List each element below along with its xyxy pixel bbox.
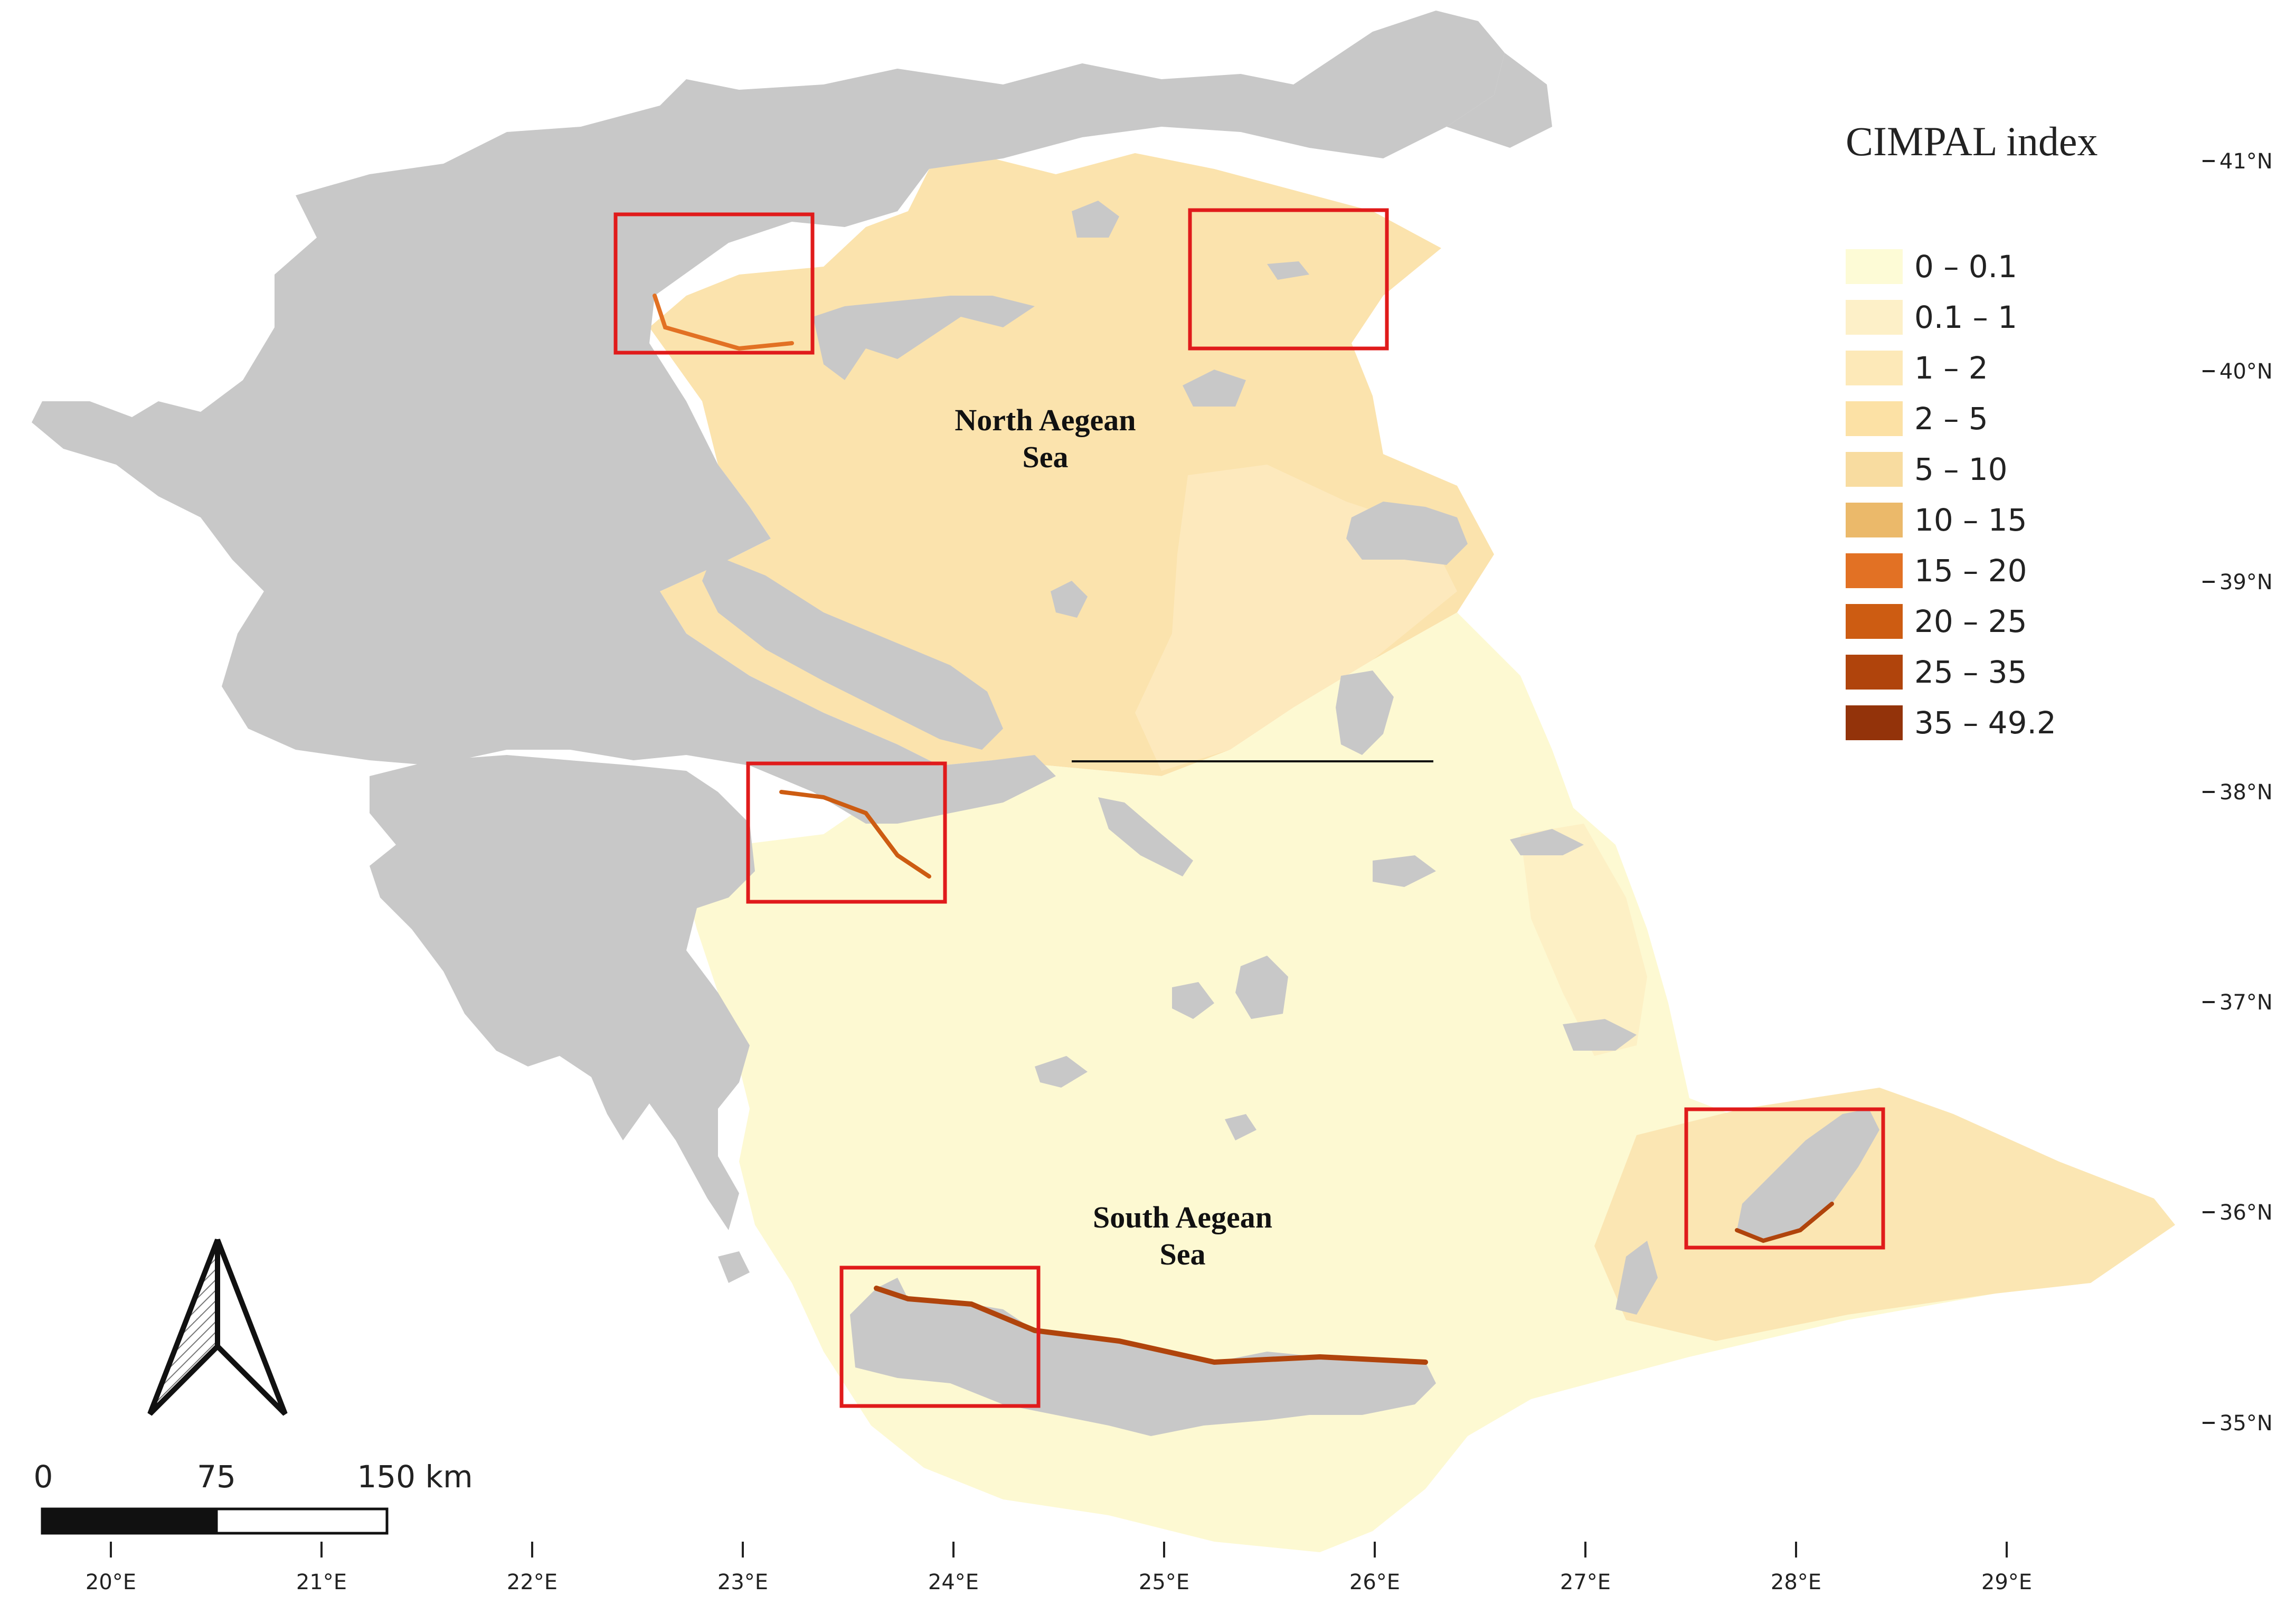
samos-island — [1373, 855, 1436, 887]
saronic-hotspot — [779, 790, 931, 879]
legend-label: 0.1 – 1 — [1914, 299, 2017, 335]
thermaikos-hotspot — [653, 294, 794, 351]
ikaria-island — [1510, 829, 1584, 855]
longitude-tick-label: 26°E — [1349, 1570, 1400, 1594]
chalkidiki-peninsula — [813, 296, 1035, 380]
legend-swatch — [1846, 401, 1903, 436]
legend-label: 20 – 25 — [1914, 603, 2027, 639]
scale-bar: 0 75 150 km — [34, 1459, 473, 1535]
turkey-coast — [1447, 53, 1552, 148]
highlight-box-thermaikos — [613, 212, 815, 355]
longitude-tick-label: 22°E — [507, 1570, 558, 1594]
latitude-tick-label: 40°N — [2219, 360, 2273, 384]
crete-north-coast-hotspot — [874, 1286, 1428, 1365]
rhodes-island — [1737, 1109, 1879, 1241]
latitude-ticks: 41°N 40°N 39°N 38°N 37°N 36°N 35°N — [2203, 149, 2273, 1436]
legend-label: 0 – 0.1 — [1914, 249, 2017, 285]
scale-label-0: 0 — [34, 1459, 53, 1495]
coastal-hotspots — [653, 294, 1834, 1365]
highlight-box-saronic — [746, 761, 947, 904]
legend-items: 0 – 0.1 0.1 – 1 1 – 2 2 – 5 5 – 10 10 – 15 15 … — [1846, 249, 2056, 741]
legend: CIMPAL index 0 – 0.1 0.1 – 1 1 – 2 2 – 5 5 –… — [1846, 118, 2097, 741]
evia-island — [702, 554, 1003, 750]
lemnos-island — [1183, 370, 1246, 407]
longitude-tick-label: 29°E — [1981, 1570, 2032, 1594]
north-aegean-label: North Aegean — [955, 403, 1136, 437]
legend-label: 25 – 35 — [1914, 654, 2027, 690]
legend-label: 35 – 49.2 — [1914, 705, 2056, 741]
legend-swatch — [1846, 705, 1903, 740]
latitude-tick-label: 41°N — [2219, 149, 2273, 174]
legend-label: 5 – 10 — [1914, 451, 2008, 487]
scale-label-150: 150 km — [357, 1459, 473, 1495]
paros-island — [1172, 982, 1214, 1019]
longitude-ticks: 20°E 21°E 22°E 23°E 24°E 25°E 26°E 27°E 28°E 29°E — [86, 1542, 2032, 1594]
milos-island — [1035, 1056, 1088, 1088]
latitude-tick-label: 36°N — [2219, 1201, 2273, 1225]
legend-label: 10 – 15 — [1914, 502, 2027, 538]
skyros-island — [1051, 581, 1088, 618]
santorini-island — [1225, 1114, 1256, 1140]
highlight-box-rhodes — [1684, 1107, 1885, 1250]
longitude-tick-label: 24°E — [928, 1570, 979, 1594]
lesvos-island — [1346, 502, 1468, 565]
chios-island — [1336, 671, 1394, 755]
scale-bar-white-segment — [215, 1507, 389, 1535]
south-aegean-label: South Aegean — [1093, 1200, 1272, 1234]
andros-island — [1098, 797, 1193, 876]
thasos-island — [1072, 201, 1119, 238]
latitude-tick-label: 37°N — [2219, 990, 2273, 1015]
karpathos-island — [1615, 1241, 1658, 1315]
peloponnese — [370, 755, 755, 1230]
latitude-tick-label: 35°N — [2219, 1411, 2273, 1436]
legend-swatch — [1846, 503, 1903, 537]
sea-names: North Aegean Sea South Aegean Sea — [955, 403, 1272, 1271]
naxos-island — [1235, 956, 1288, 1019]
legend-swatch — [1846, 604, 1903, 639]
longitude-tick-label: 25°E — [1139, 1570, 1189, 1594]
samothrace-island — [1267, 261, 1309, 280]
legend-swatch — [1846, 249, 1903, 284]
longitude-tick-label: 28°E — [1771, 1570, 1821, 1594]
longitude-tick-label: 21°E — [296, 1570, 347, 1594]
north-aegean-label-line2: Sea — [1023, 440, 1069, 474]
scale-bar-black-segment — [42, 1509, 216, 1533]
highlight-boxes — [613, 208, 1885, 1408]
mainland-north — [32, 11, 1505, 824]
legend-title: CIMPAL index — [1846, 118, 2097, 164]
legend-swatch — [1846, 452, 1903, 487]
north-arrow-icon — [147, 1239, 288, 1416]
rhodes-coast-hotspot — [1735, 1202, 1834, 1243]
kos-island — [1563, 1019, 1637, 1051]
legend-swatch — [1846, 300, 1903, 335]
latitude-tick-label: 39°N — [2219, 570, 2273, 594]
land — [32, 11, 1879, 1436]
longitude-tick-label: 20°E — [86, 1570, 136, 1594]
longitude-tick-label: 23°E — [717, 1570, 768, 1594]
kythira-island — [718, 1251, 750, 1283]
latitude-tick-label: 38°N — [2219, 780, 2273, 805]
longitude-tick-label: 27°E — [1560, 1570, 1611, 1594]
scale-label-75: 75 — [197, 1459, 236, 1495]
legend-label: 2 – 5 — [1914, 401, 1988, 437]
highlight-box-saros — [1188, 208, 1389, 351]
legend-swatch — [1846, 351, 1903, 385]
south-aegean-label-line2: Sea — [1160, 1237, 1206, 1271]
cyclades-east-band — [1520, 824, 1647, 1056]
legend-swatch — [1846, 553, 1903, 588]
legend-swatch — [1846, 655, 1903, 690]
highlight-box-crete-west — [839, 1266, 1041, 1408]
legend-label: 1 – 2 — [1914, 350, 1988, 386]
legend-label: 15 – 20 — [1914, 553, 2027, 589]
